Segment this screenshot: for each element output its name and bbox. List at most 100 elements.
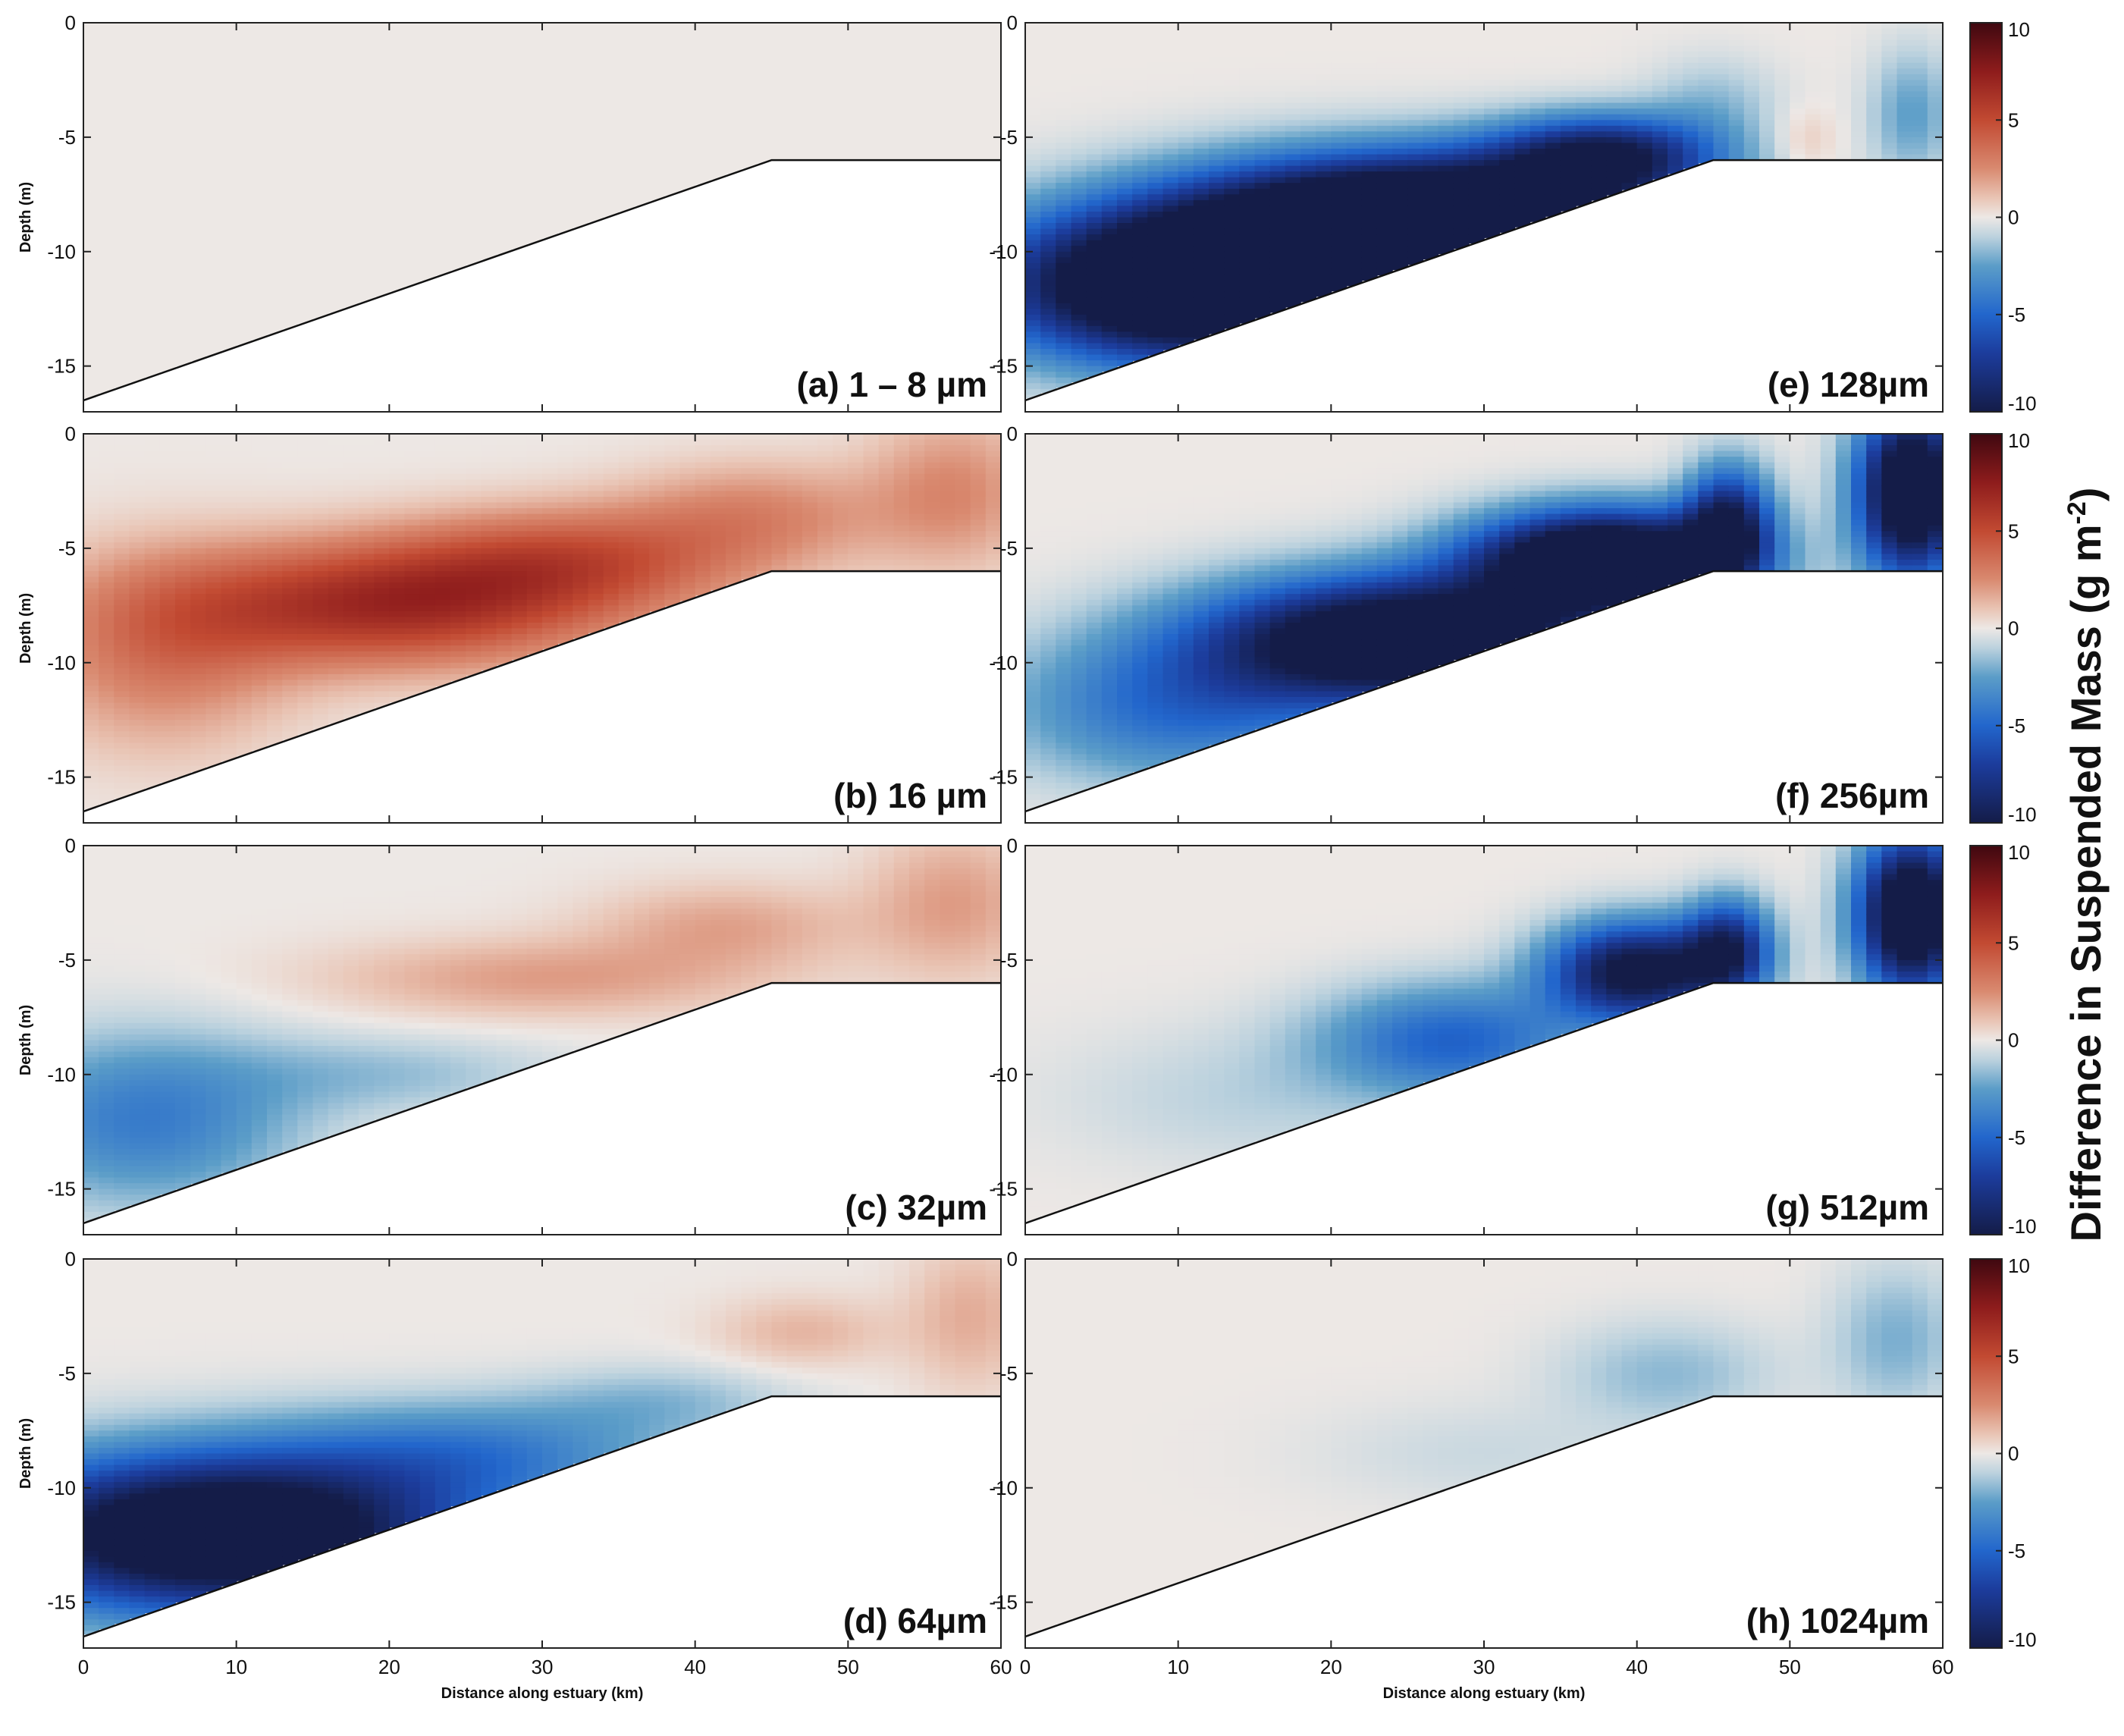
heatmap-cell xyxy=(99,628,115,635)
heatmap-cell xyxy=(190,286,207,293)
heatmap-cell xyxy=(435,468,451,475)
heatmap-cell xyxy=(955,560,971,567)
heatmap-cell xyxy=(970,57,987,64)
heatmap-cell xyxy=(129,366,146,372)
heatmap-cell xyxy=(175,531,191,538)
heatmap-cell xyxy=(343,531,359,538)
heatmap-cell xyxy=(466,594,482,601)
heatmap-cell xyxy=(511,445,528,452)
heatmap-cell xyxy=(756,457,773,463)
heatmap-cell xyxy=(848,68,864,75)
heatmap-cell xyxy=(205,23,222,30)
heatmap-cell xyxy=(786,434,803,441)
heatmap-cell xyxy=(99,114,115,121)
heatmap-cell xyxy=(649,46,666,52)
heatmap-cell xyxy=(481,588,497,595)
heatmap-cell xyxy=(970,68,987,75)
heatmap-cell xyxy=(542,149,558,155)
heatmap-cell xyxy=(328,691,344,698)
heatmap-cell xyxy=(99,571,115,578)
heatmap-cell xyxy=(114,560,130,567)
heatmap-cell xyxy=(251,217,268,224)
heatmap-cell xyxy=(679,525,696,532)
heatmap-cell xyxy=(328,680,344,686)
heatmap-cell xyxy=(328,274,344,281)
heatmap-cell xyxy=(435,183,451,190)
heatmap-cell xyxy=(282,485,299,492)
heatmap-cell xyxy=(114,736,130,744)
heatmap-cell xyxy=(634,450,650,457)
heatmap-cell xyxy=(419,74,436,81)
heatmap-cell xyxy=(511,160,528,167)
heatmap-cell xyxy=(985,74,1001,81)
heatmap-cell xyxy=(893,80,910,86)
heatmap-cell xyxy=(419,473,436,481)
heatmap-cell xyxy=(205,57,222,64)
heatmap-cell xyxy=(221,228,237,235)
heatmap-cell xyxy=(359,548,375,555)
heatmap-cell xyxy=(833,57,849,64)
heatmap-cell xyxy=(526,80,543,86)
heatmap-cell xyxy=(771,68,788,75)
heatmap-cell xyxy=(267,508,283,515)
heatmap-cell xyxy=(129,97,146,104)
heatmap-cell xyxy=(435,131,451,138)
heatmap-cell xyxy=(221,120,237,127)
heatmap-cell xyxy=(618,68,635,75)
heatmap-cell xyxy=(726,149,742,155)
heatmap-cell xyxy=(542,228,558,235)
heatmap-cell xyxy=(205,68,222,75)
heatmap-cell xyxy=(695,102,711,109)
heatmap-cell xyxy=(374,479,391,486)
heatmap-cell xyxy=(159,536,176,544)
heatmap-cell xyxy=(221,645,237,652)
heatmap-cell xyxy=(985,28,1001,35)
heatmap-cell xyxy=(710,513,726,520)
heatmap-cell xyxy=(893,508,910,515)
heatmap-cell xyxy=(83,1022,99,1030)
heatmap-cell xyxy=(985,97,1001,104)
heatmap-cell xyxy=(863,457,880,463)
heatmap-cell xyxy=(236,588,253,595)
heatmap-cell xyxy=(205,97,222,104)
heatmap-cell xyxy=(374,554,391,560)
heatmap-cell xyxy=(144,617,161,623)
heatmap-cell xyxy=(496,234,513,241)
heatmap-cell xyxy=(848,97,864,104)
heatmap-cell xyxy=(924,468,941,475)
heatmap-cell xyxy=(144,108,161,115)
heatmap-cell xyxy=(634,57,650,64)
heatmap-cell xyxy=(159,137,176,144)
heatmap-cell xyxy=(664,525,681,532)
heatmap-cell xyxy=(297,725,314,733)
heatmap-cell xyxy=(374,143,391,149)
heatmap-cell xyxy=(496,154,513,161)
heatmap-cell xyxy=(312,468,329,475)
heatmap-cell xyxy=(419,462,436,469)
heatmap-cell xyxy=(159,513,176,520)
heatmap-cell xyxy=(114,720,130,727)
heatmap-cell xyxy=(236,702,253,709)
heatmap-cell xyxy=(83,891,99,898)
heatmap-cell xyxy=(159,154,176,161)
heatmap-cell xyxy=(940,80,956,86)
heatmap-cell xyxy=(343,502,359,509)
heatmap-cell xyxy=(756,34,773,41)
heatmap-cell xyxy=(481,160,497,167)
heatmap-cell xyxy=(282,548,299,555)
heatmap-cell xyxy=(710,531,726,538)
heatmap-cell xyxy=(863,525,880,532)
heatmap-cell xyxy=(144,286,161,293)
heatmap-cell xyxy=(802,28,818,35)
heatmap-cell xyxy=(695,525,711,532)
heatmap-cell xyxy=(236,291,253,298)
heatmap-cell xyxy=(99,372,115,378)
heatmap-cell xyxy=(359,634,375,641)
heatmap-cell xyxy=(129,303,146,309)
heatmap-cell xyxy=(863,149,880,155)
heatmap-cell xyxy=(466,439,482,446)
heatmap-cell xyxy=(435,68,451,75)
heatmap-cell xyxy=(374,39,391,46)
heatmap-cell xyxy=(144,571,161,578)
heatmap-cell xyxy=(649,548,666,555)
